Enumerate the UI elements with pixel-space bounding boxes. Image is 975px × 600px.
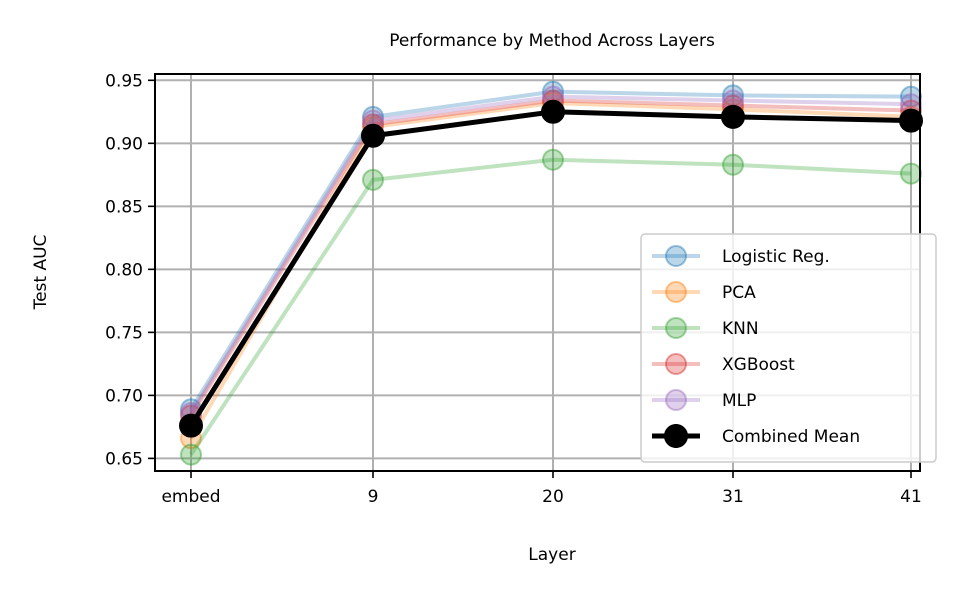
data-point-knn bbox=[362, 168, 384, 191]
legend-item-combined-mean: Combined Mean bbox=[652, 424, 860, 448]
y-axis-label: Test AUC bbox=[31, 235, 51, 311]
legend-label: Logistic Reg. bbox=[722, 247, 830, 267]
legend-label: PCA bbox=[722, 283, 756, 303]
y-tick-label: 0.65 bbox=[105, 449, 143, 469]
legend-label: MLP bbox=[722, 391, 756, 411]
data-point-combined-mean bbox=[721, 104, 745, 129]
data-point-combined-mean bbox=[541, 99, 565, 124]
x-tick-label: 41 bbox=[900, 487, 922, 507]
legend-item-logistic-reg: Logistic Reg. bbox=[652, 245, 830, 267]
chart-title: Performance by Method Across Layers bbox=[389, 31, 715, 51]
y-tick-label: 0.90 bbox=[105, 134, 143, 154]
legend-marker bbox=[665, 317, 687, 339]
y-tick-label: 0.75 bbox=[105, 323, 143, 343]
series-layer bbox=[179, 80, 923, 466]
series-logistic-reg bbox=[180, 80, 922, 421]
legend-item-knn: KNN bbox=[652, 317, 759, 339]
legend-marker bbox=[665, 389, 687, 411]
legend-marker bbox=[665, 245, 687, 267]
y-ticks: 0.65 0.70 0.75 0.80 0.85 0.90 0.95 bbox=[105, 71, 155, 469]
x-axis-label: Layer bbox=[528, 545, 575, 565]
data-point-combined-mean bbox=[179, 413, 203, 438]
data-point-knn bbox=[900, 162, 922, 185]
legend-item-mlp: MLP bbox=[652, 389, 756, 411]
legend-marker bbox=[665, 281, 687, 303]
y-tick-label: 0.70 bbox=[105, 386, 143, 406]
series-line-mlp bbox=[189, 94, 912, 415]
series-line-knn bbox=[189, 157, 912, 456]
data-point-knn bbox=[722, 153, 744, 176]
legend-item-pca: PCA bbox=[652, 281, 756, 303]
y-tick-label: 0.80 bbox=[105, 260, 143, 280]
legend-label: Combined Mean bbox=[722, 427, 860, 447]
y-tick-label: 0.85 bbox=[105, 197, 143, 217]
x-tick-label: 31 bbox=[722, 487, 744, 507]
series-line-logistic-reg bbox=[189, 89, 912, 411]
legend-label: XGBoost bbox=[722, 355, 795, 375]
legend-label: KNN bbox=[722, 319, 759, 339]
legend-frame bbox=[640, 233, 937, 463]
x-tick-label: 20 bbox=[542, 487, 564, 507]
legend-item-xgboost: XGBoost bbox=[652, 353, 795, 375]
x-tick-label: 9 bbox=[368, 487, 379, 507]
legend-marker bbox=[665, 353, 687, 375]
y-tick-label: 0.95 bbox=[105, 71, 143, 91]
data-point-combined-mean bbox=[899, 108, 923, 133]
x-ticks: embed 9 20 31 41 bbox=[161, 471, 922, 507]
legend: Logistic Reg. PCA KNN XGBoost MLP Combined Me… bbox=[640, 233, 937, 463]
x-tick-label: embed bbox=[161, 487, 220, 507]
data-point-combined-mean bbox=[361, 123, 385, 148]
data-point-knn bbox=[180, 443, 202, 466]
series-knn bbox=[180, 148, 922, 466]
series-combined-mean bbox=[179, 99, 923, 438]
data-point-knn bbox=[542, 148, 564, 171]
